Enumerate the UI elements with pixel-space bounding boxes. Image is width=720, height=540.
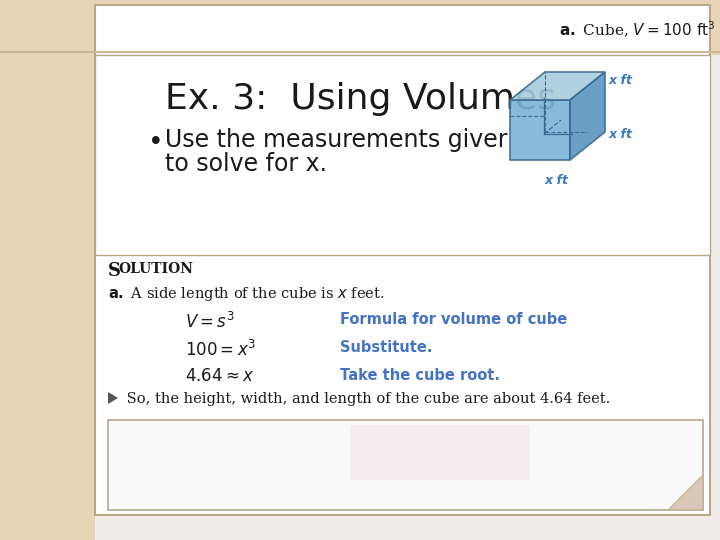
Polygon shape [668,475,703,510]
Text: $4.64 \approx x$: $4.64 \approx x$ [185,368,254,385]
Text: x ft: x ft [545,174,569,187]
Text: So, the height, width, and length of the cube are about 4.64 feet.: So, the height, width, and length of the… [122,392,611,406]
Bar [0,0,720,55]
Polygon shape [108,392,118,404]
Text: $\mathbf{a.}$ A side length of the cube is $x$ feet.: $\mathbf{a.}$ A side length of the cube … [108,285,384,303]
Text: S: S [108,262,121,280]
Text: Formula for volume of cube: Formula for volume of cube [340,312,567,327]
Text: $100 = x^3$: $100 = x^3$ [185,340,256,360]
Polygon shape [510,100,570,160]
Text: x ft: x ft [609,127,633,140]
Polygon shape [570,72,605,160]
Bar [95,55,710,255]
Text: Substitute.: Substitute. [340,340,433,355]
Bar [95,5,710,515]
Text: Take the cube root.: Take the cube root. [340,368,500,383]
Text: x ft: x ft [609,73,633,86]
Text: Use the measurements giver: Use the measurements giver [165,128,508,152]
Text: to solve for x.: to solve for x. [165,152,327,176]
Text: $V = s^3$: $V = s^3$ [185,312,235,332]
Bar [0,0,95,540]
Bar [108,420,703,510]
Text: $\mathbf{a.}$ Cube, $V = 100\ \mathrm{ft}^3$: $\mathbf{a.}$ Cube, $V = 100\ \mathrm{ft… [559,20,715,40]
Text: Ex. 3:  Using Volumes: Ex. 3: Using Volumes [165,82,556,116]
Polygon shape [350,425,530,480]
Polygon shape [668,475,703,510]
Text: •: • [148,130,163,156]
Polygon shape [510,72,605,100]
Text: OLUTION: OLUTION [118,262,193,276]
